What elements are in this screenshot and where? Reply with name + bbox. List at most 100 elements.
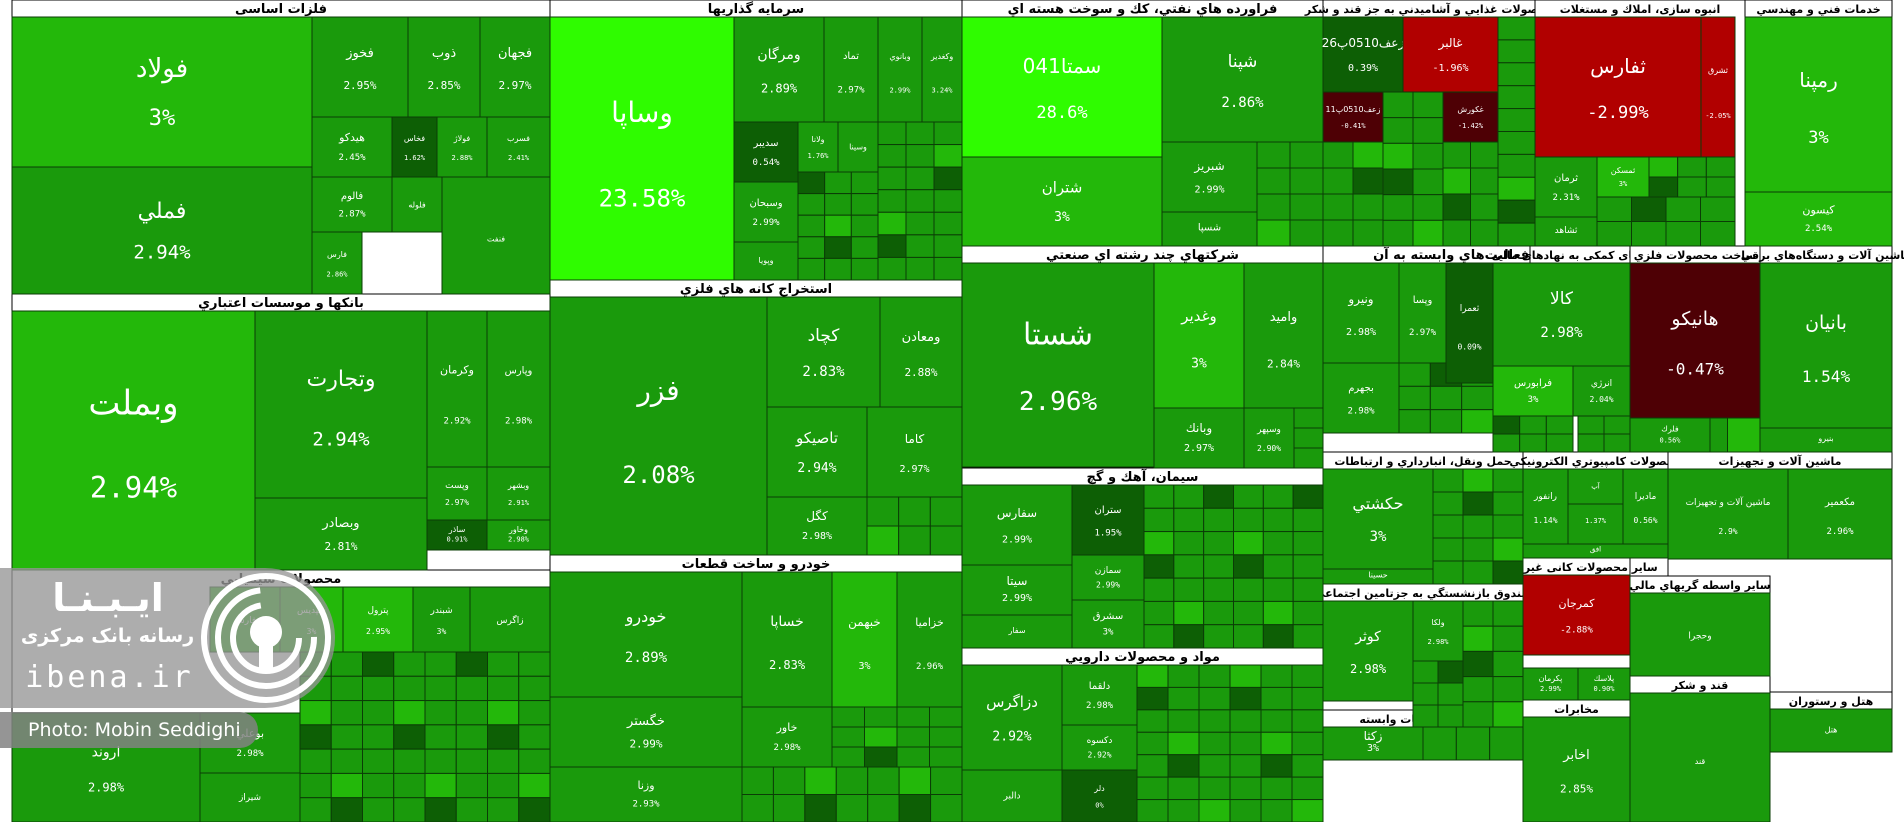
stock-tile[interactable]: شبريز 2.99%: [1161, 141, 1258, 213]
minor-stock-tile[interactable]: [929, 746, 963, 768]
minor-stock-tile[interactable]: [330, 651, 363, 677]
stock-tile-rect[interactable]: [1759, 427, 1893, 453]
stock-tile-rect[interactable]: [469, 586, 551, 653]
stock-tile[interactable]: دكسوه 2.92%: [1061, 724, 1138, 771]
stock-tile[interactable]: قند: [1629, 692, 1771, 822]
minor-stock-tile[interactable]: [393, 675, 426, 702]
minor-stock-tile[interactable]: [824, 193, 852, 216]
minor-stock-tile[interactable]: [299, 797, 332, 822]
stock-tile-rect[interactable]: [549, 571, 743, 698]
minor-stock-tile[interactable]: [1291, 776, 1324, 801]
minor-stock-tile[interactable]: [424, 724, 457, 750]
minor-stock-tile[interactable]: [896, 726, 930, 748]
minor-stock-tile[interactable]: [1203, 531, 1234, 556]
minor-stock-tile[interactable]: [1492, 701, 1524, 728]
minor-stock-tile[interactable]: [1352, 219, 1384, 247]
minor-stock-tile[interactable]: [424, 797, 457, 822]
stock-tile-rect[interactable]: [1061, 724, 1138, 771]
minor-stock-tile[interactable]: [487, 675, 520, 702]
stock-tile[interactable]: سفار: [961, 614, 1073, 649]
stock-tile-rect[interactable]: [879, 296, 963, 408]
stock-tile[interactable]: سديبر 0.54%: [733, 121, 799, 183]
minor-stock-tile[interactable]: [905, 234, 935, 258]
stock-tile[interactable]: وبانوي 2.99%: [877, 16, 923, 123]
stock-tile[interactable]: فرابورس 3%: [1492, 365, 1574, 417]
minor-stock-tile[interactable]: [455, 748, 488, 774]
minor-stock-tile[interactable]: [1462, 468, 1494, 493]
minor-stock-tile[interactable]: [929, 496, 963, 527]
minor-stock-tile[interactable]: [1432, 537, 1464, 562]
minor-stock-tile[interactable]: [518, 797, 551, 822]
stock-tile[interactable]: بانيان 1.54%: [1759, 262, 1893, 429]
minor-stock-tile[interactable]: [1437, 660, 1464, 684]
stock-tile[interactable]: ذوب 2.85%: [407, 16, 481, 118]
minor-stock-tile[interactable]: [1233, 507, 1264, 533]
stock-tile[interactable]: ثشرق -2.05%: [1700, 16, 1736, 158]
minor-stock-tile[interactable]: [905, 211, 935, 236]
minor-stock-tile[interactable]: [1262, 531, 1294, 556]
minor-stock-tile[interactable]: [299, 700, 332, 726]
stock-tile[interactable]: فولاژ 2.88%: [436, 116, 488, 178]
stock-tile-rect[interactable]: [407, 16, 481, 118]
minor-stock-tile[interactable]: [877, 256, 907, 281]
minor-stock-tile[interactable]: [824, 257, 852, 281]
stock-tile-rect[interactable]: [733, 121, 799, 183]
minor-stock-tile[interactable]: [1293, 407, 1324, 429]
minor-stock-tile[interactable]: [393, 700, 426, 726]
stock-tile[interactable]: وپست 2.97%: [426, 466, 488, 521]
stock-tile-rect[interactable]: [961, 16, 1163, 158]
stock-tile-rect[interactable]: [1629, 417, 1711, 453]
stock-tile[interactable]: انرژي 2.04%: [1572, 365, 1631, 417]
minor-stock-tile[interactable]: [1492, 468, 1524, 493]
minor-stock-tile[interactable]: [850, 171, 879, 195]
minor-stock-tile[interactable]: [877, 234, 907, 258]
minor-stock-tile[interactable]: [1233, 484, 1264, 509]
stock-tile-rect[interactable]: [896, 571, 963, 708]
stock-tile-rect[interactable]: [961, 156, 1163, 247]
stock-tile[interactable]: دزاگرس 2.92%: [961, 664, 1063, 771]
minor-stock-tile[interactable]: [1198, 709, 1231, 733]
stock-tile-rect[interactable]: [766, 406, 868, 498]
stock-tile[interactable]: پكرمان 2.99%: [1522, 667, 1579, 701]
minor-stock-tile[interactable]: [455, 700, 488, 726]
minor-stock-tile[interactable]: [1167, 686, 1200, 711]
stock-tile-rect[interactable]: [1243, 407, 1295, 469]
stock-tile[interactable]: وپسا 2.97%: [1398, 262, 1447, 364]
minor-stock-tile[interactable]: [1700, 196, 1736, 222]
minor-stock-tile[interactable]: [1492, 625, 1524, 652]
minor-stock-tile[interactable]: [1596, 196, 1632, 222]
minor-stock-tile[interactable]: [1470, 141, 1499, 169]
stock-tile-rect[interactable]: [961, 564, 1073, 616]
minor-stock-tile[interactable]: [1173, 484, 1205, 509]
minor-stock-tile[interactable]: [867, 766, 900, 795]
stock-tile[interactable]: شپنا 2.86%: [1161, 16, 1324, 143]
stock-tile[interactable]: خودرو 2.89%: [549, 571, 743, 698]
stock-tile[interactable]: فارس: [209, 586, 281, 653]
minor-stock-tile[interactable]: [1648, 176, 1679, 198]
minor-stock-tile[interactable]: [1461, 409, 1494, 434]
stock-tile-rect[interactable]: [1622, 468, 1669, 545]
minor-stock-tile[interactable]: [929, 706, 963, 728]
stock-tile-rect[interactable]: [1061, 769, 1138, 822]
minor-stock-tile[interactable]: [1462, 514, 1494, 539]
stock-tile[interactable]: فزر 2.08%: [549, 296, 768, 556]
stock-tile-rect[interactable]: [1071, 599, 1145, 649]
stock-tile-rect[interactable]: [733, 16, 825, 123]
minor-stock-tile[interactable]: [1143, 484, 1175, 509]
minor-stock-tile[interactable]: [804, 766, 837, 795]
minor-stock-tile[interactable]: [455, 772, 488, 799]
stock-tile-rect[interactable]: [1534, 16, 1702, 158]
stock-tile-rect[interactable]: [311, 16, 409, 118]
stock-tile-rect[interactable]: [1322, 726, 1424, 761]
minor-stock-tile[interactable]: [1412, 142, 1444, 170]
minor-stock-tile[interactable]: [1432, 514, 1464, 539]
minor-stock-tile[interactable]: [896, 746, 930, 768]
minor-stock-tile[interactable]: [831, 706, 865, 728]
minor-stock-tile[interactable]: [1198, 799, 1231, 822]
minor-stock-tile[interactable]: [362, 675, 395, 702]
minor-stock-tile[interactable]: [362, 748, 395, 774]
stock-tile[interactable]: پلاسك 0.90%: [1577, 667, 1631, 701]
minor-stock-tile[interactable]: [1173, 507, 1205, 533]
minor-stock-tile[interactable]: [1173, 600, 1205, 626]
minor-stock-tile[interactable]: [877, 121, 907, 146]
